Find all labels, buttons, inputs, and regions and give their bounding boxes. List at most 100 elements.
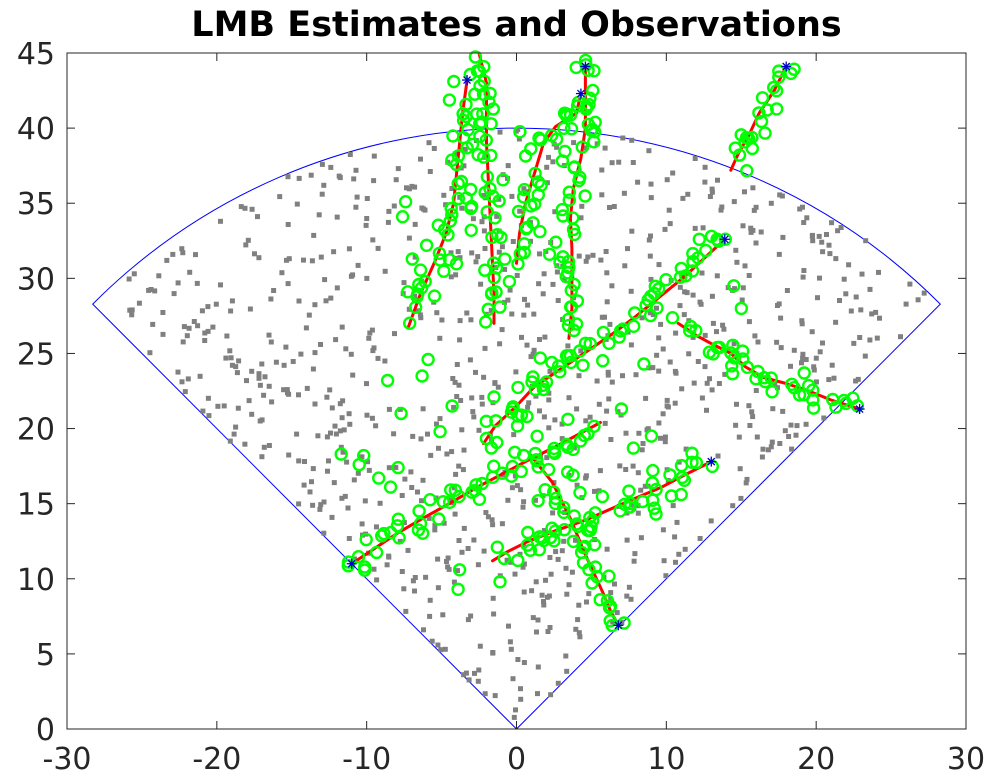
clutter-point	[450, 376, 456, 381]
clutter-point	[664, 397, 670, 403]
y-tick-label: 35	[17, 187, 55, 222]
clutter-point	[571, 140, 577, 146]
clutter-point	[461, 447, 467, 453]
clutter-point	[563, 653, 569, 659]
clutter-point	[616, 159, 622, 165]
estimate-marker	[539, 375, 554, 389]
clutter-point	[182, 389, 188, 395]
estimate-marker	[545, 128, 559, 143]
estimate-marker	[391, 460, 405, 475]
clutter-point	[338, 444, 344, 450]
estimate-marker	[567, 323, 581, 338]
clutter-point	[877, 315, 882, 321]
estimate-marker	[405, 252, 419, 266]
clutter-point	[826, 377, 832, 383]
clutter-point	[546, 154, 551, 160]
clutter-point	[579, 203, 585, 209]
clutter-point	[518, 686, 523, 692]
estimate-marker	[725, 359, 739, 373]
estimate-marker	[451, 191, 466, 206]
estimate-marker	[829, 400, 843, 414]
clutter-point	[452, 151, 458, 157]
clutter-point	[827, 251, 833, 257]
clutter-point	[575, 617, 581, 623]
estimate-marker	[478, 185, 492, 200]
clutter-point	[205, 395, 211, 401]
clutter-point	[907, 281, 913, 287]
estimate-marker	[480, 169, 494, 184]
clutter-point	[521, 312, 527, 318]
clutter-point	[401, 280, 407, 286]
clutter-point	[524, 342, 530, 348]
clutter-point	[708, 518, 714, 524]
clutter-point	[171, 291, 177, 297]
clutter-point	[513, 707, 518, 713]
clutter-point	[594, 141, 600, 147]
estimate-marker	[602, 601, 617, 615]
asterisk-stroke	[720, 235, 729, 244]
estimate-marker	[555, 202, 569, 217]
clutter-point	[679, 386, 685, 392]
estimate-marker	[575, 140, 589, 154]
clutter-point	[461, 163, 467, 169]
clutter-point	[492, 380, 498, 386]
clutter-point	[332, 423, 338, 429]
clutter-point	[502, 266, 508, 272]
clutter-point	[235, 405, 241, 411]
clutter-point	[736, 434, 742, 440]
clutter-point	[746, 319, 752, 325]
clutter-point	[511, 432, 517, 438]
clutter-point	[197, 373, 203, 379]
estimate-marker	[359, 532, 373, 547]
clutter-point	[520, 504, 526, 510]
estimate-marker	[649, 507, 663, 521]
estimate-marker	[596, 325, 611, 340]
estimate-marker	[432, 246, 447, 261]
clutter-point	[386, 208, 392, 214]
clutter-point	[444, 559, 449, 564]
clutter-point	[412, 221, 418, 227]
clutter-point	[704, 407, 709, 413]
clutter-point	[515, 657, 521, 662]
asterisk-stroke	[614, 621, 623, 630]
estimate-marker	[675, 470, 689, 485]
clutter-point	[811, 367, 817, 373]
clutter-point	[747, 423, 753, 428]
y-tick-label: 45	[17, 37, 55, 72]
clutter-point	[449, 186, 455, 191]
clutter-point	[699, 270, 705, 276]
clutter-point	[408, 469, 414, 475]
clutter-point	[479, 401, 485, 407]
clutter-point	[218, 218, 223, 224]
clutter-point	[337, 401, 343, 407]
estimate-marker	[390, 519, 405, 533]
clutter-point	[446, 566, 452, 572]
track-start-marker	[575, 88, 586, 99]
clutter-point	[743, 480, 749, 486]
estimate-marker	[511, 204, 526, 219]
clutter-point	[707, 376, 712, 382]
estimate-marker	[570, 99, 585, 113]
clutter-point	[521, 589, 527, 595]
estimate-marker	[403, 316, 417, 330]
clutter-point	[625, 246, 630, 252]
clutter-point	[647, 253, 653, 259]
clutter-point	[461, 672, 467, 678]
estimate-marker	[534, 133, 548, 147]
clutter-point	[150, 321, 156, 327]
estimate-marker	[545, 521, 559, 535]
clutter-point	[186, 325, 192, 331]
clutter-point	[753, 204, 759, 210]
clutter-point	[521, 186, 527, 192]
estimate-marker	[626, 441, 641, 455]
estimate-marker	[496, 173, 510, 187]
clutter-point	[375, 355, 381, 361]
clutter-point	[366, 335, 372, 341]
clutter-point	[242, 441, 248, 447]
clutter-point	[445, 555, 451, 561]
chart-title: LMB Estimates and Observations	[191, 5, 841, 45]
clutter-point	[778, 345, 784, 351]
clutter-point	[249, 206, 255, 212]
clutter-point	[410, 433, 416, 439]
clutter-point	[544, 455, 550, 461]
